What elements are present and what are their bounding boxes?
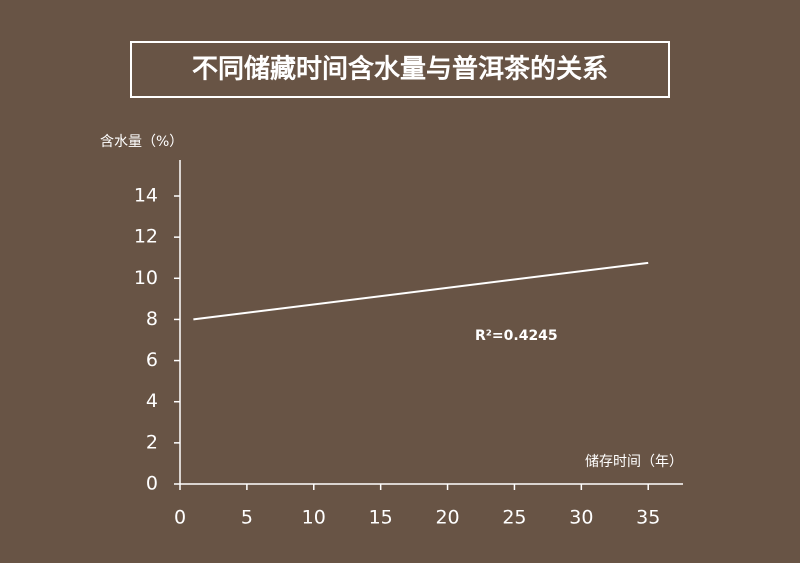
x-tick-label: 5: [241, 507, 253, 529]
title-box: [130, 41, 670, 98]
trend-line: [193, 261, 649, 321]
x-tick-label: 20: [435, 507, 459, 529]
chart-title: 不同储藏时间含水量与普洱茶的关系: [192, 54, 608, 85]
annotation: R²=0.4245: [475, 328, 558, 344]
y-tick-label: 14: [134, 185, 158, 207]
y-tick-label: 8: [146, 308, 158, 330]
y-tick-label: 10: [134, 267, 158, 289]
x-tick-label: 30: [569, 507, 593, 529]
x-tick-label: 15: [369, 507, 393, 529]
y-tick-label: 0: [146, 473, 158, 495]
x-tick-label: 35: [636, 507, 660, 529]
x-tick-label: 10: [302, 507, 326, 529]
x-tick-label: 0: [174, 507, 186, 529]
y-axis-label: 含水量（%）: [100, 134, 183, 150]
x-tick-label: 25: [502, 507, 526, 529]
y-tick-label: 6: [146, 349, 158, 371]
y-tick-label: 2: [146, 431, 158, 453]
y-tick-label: 4: [146, 390, 158, 412]
y-tick-label: 12: [134, 226, 158, 248]
x-axis-label: 储存时间（年）: [585, 454, 683, 470]
